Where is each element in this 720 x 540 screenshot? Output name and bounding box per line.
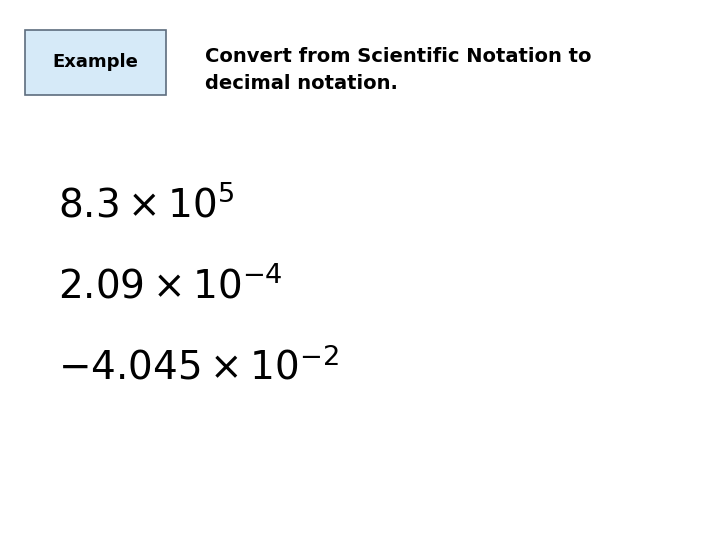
Text: Convert from Scientific Notation to: Convert from Scientific Notation to: [205, 47, 592, 66]
Text: $2.09\times10^{-4}$: $2.09\times10^{-4}$: [58, 267, 282, 306]
Text: $-4.045\times10^{-2}$: $-4.045\times10^{-2}$: [58, 347, 338, 387]
FancyBboxPatch shape: [25, 30, 166, 94]
Text: decimal notation.: decimal notation.: [205, 74, 398, 93]
Text: Example: Example: [53, 53, 138, 71]
Text: $8.3\times10^{5}$: $8.3\times10^{5}$: [58, 186, 234, 225]
